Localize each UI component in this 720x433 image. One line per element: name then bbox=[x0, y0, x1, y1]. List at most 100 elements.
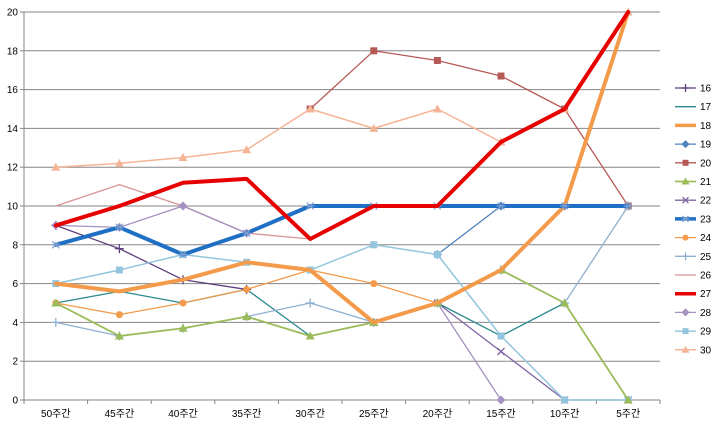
marker bbox=[681, 345, 690, 353]
series-line bbox=[53, 10, 631, 241]
marker bbox=[306, 202, 315, 210]
legend-item: 28 bbox=[675, 308, 712, 319]
marker bbox=[51, 162, 61, 171]
legend-label: 18 bbox=[700, 121, 712, 132]
x-tick-label: 10주간 bbox=[550, 408, 580, 420]
series-line bbox=[53, 10, 631, 325]
marker bbox=[51, 240, 60, 249]
legend-item: 23 bbox=[675, 214, 712, 225]
marker bbox=[178, 153, 188, 161]
series-27 bbox=[53, 10, 631, 241]
x-tick-label: 30주간 bbox=[295, 408, 325, 420]
gridlines bbox=[24, 11, 660, 401]
y-tick-label: 0 bbox=[12, 396, 18, 407]
legend-item: 18 bbox=[675, 121, 712, 132]
legend-label: 28 bbox=[700, 308, 712, 319]
marker bbox=[305, 104, 315, 113]
legend-item: 21 bbox=[675, 177, 712, 188]
legend-label: 21 bbox=[700, 177, 712, 188]
marker bbox=[497, 202, 505, 210]
legend-label: 27 bbox=[700, 289, 712, 300]
series-line bbox=[55, 205, 248, 234]
legend-label: 29 bbox=[700, 327, 712, 338]
legend-item: 26 bbox=[675, 271, 712, 282]
series-line bbox=[54, 269, 630, 401]
x-tick-label: 40주간 bbox=[168, 408, 198, 420]
legend-label: 25 bbox=[700, 252, 712, 263]
legend-label: 24 bbox=[700, 233, 712, 244]
marker bbox=[682, 159, 689, 166]
series-18 bbox=[53, 10, 631, 325]
legend-label: 19 bbox=[700, 140, 712, 151]
marker bbox=[681, 177, 690, 185]
legend-item: 16 bbox=[675, 84, 712, 95]
marker bbox=[51, 298, 61, 307]
marker bbox=[497, 332, 505, 340]
marker bbox=[179, 299, 187, 307]
marker bbox=[623, 395, 633, 404]
y-axis: 0 2 4 6 8 10 12 14 16 18 20 bbox=[7, 8, 25, 407]
marker bbox=[433, 57, 441, 64]
plot-area bbox=[51, 7, 633, 405]
legend-label: 23 bbox=[700, 214, 712, 225]
x-tick-label: 15주간 bbox=[486, 408, 516, 420]
marker bbox=[178, 201, 188, 211]
marker bbox=[432, 104, 442, 113]
legend-item: 22 bbox=[675, 196, 712, 207]
marker bbox=[560, 202, 569, 210]
legend-item: 19 bbox=[675, 140, 712, 151]
marker bbox=[179, 250, 187, 259]
x-tick-label: 5주간 bbox=[616, 408, 640, 420]
marker bbox=[560, 298, 570, 307]
legend-item: 27 bbox=[675, 289, 712, 300]
x-tick-label: 50주간 bbox=[41, 408, 71, 420]
y-tick-label: 10 bbox=[7, 202, 19, 213]
series-line bbox=[53, 204, 631, 257]
marker bbox=[682, 328, 689, 335]
y-tick-label: 4 bbox=[12, 318, 18, 329]
legend-label: 17 bbox=[700, 102, 712, 113]
marker bbox=[115, 311, 123, 319]
marker bbox=[370, 280, 378, 288]
marker bbox=[115, 266, 123, 274]
marker bbox=[370, 47, 378, 55]
marker bbox=[243, 285, 251, 293]
marker bbox=[496, 395, 506, 405]
marker bbox=[242, 229, 251, 238]
legend-label: 20 bbox=[700, 158, 712, 169]
y-tick-label: 2 bbox=[12, 357, 18, 368]
marker bbox=[561, 396, 569, 404]
marker bbox=[242, 312, 252, 321]
legend-item: 29 bbox=[675, 327, 712, 338]
marker bbox=[681, 140, 690, 149]
y-tick-label: 12 bbox=[7, 163, 19, 174]
marker bbox=[433, 251, 441, 258]
marker bbox=[178, 323, 188, 332]
x-tick-label: 45주간 bbox=[105, 408, 135, 420]
marker bbox=[114, 331, 124, 340]
legend-label: 26 bbox=[700, 271, 712, 282]
series-line bbox=[309, 50, 629, 207]
marker bbox=[114, 158, 124, 167]
x-tick-label: 20주간 bbox=[423, 408, 453, 420]
legend-item: 25 bbox=[675, 252, 712, 263]
legend-item: 17 bbox=[675, 102, 712, 113]
marker bbox=[497, 347, 505, 356]
marker bbox=[115, 223, 124, 232]
marker bbox=[682, 215, 689, 223]
marker bbox=[682, 234, 689, 241]
marker bbox=[624, 202, 633, 210]
legend-label: 30 bbox=[700, 345, 712, 356]
legend-item: 24 bbox=[675, 233, 712, 244]
marker bbox=[370, 241, 378, 249]
y-tick-label: 8 bbox=[12, 240, 18, 251]
marker bbox=[681, 308, 690, 317]
series-line bbox=[55, 244, 629, 401]
x-tick-label: 25주간 bbox=[359, 408, 389, 420]
x-tick-label: 35주간 bbox=[232, 408, 262, 420]
legend: 16 17 18 19 20 21 22 23 24 25 26 27 28 29 30 bbox=[675, 84, 712, 356]
legend-item: 20 bbox=[675, 158, 712, 169]
y-tick-label: 16 bbox=[7, 85, 19, 96]
legend-label: 16 bbox=[700, 84, 712, 95]
